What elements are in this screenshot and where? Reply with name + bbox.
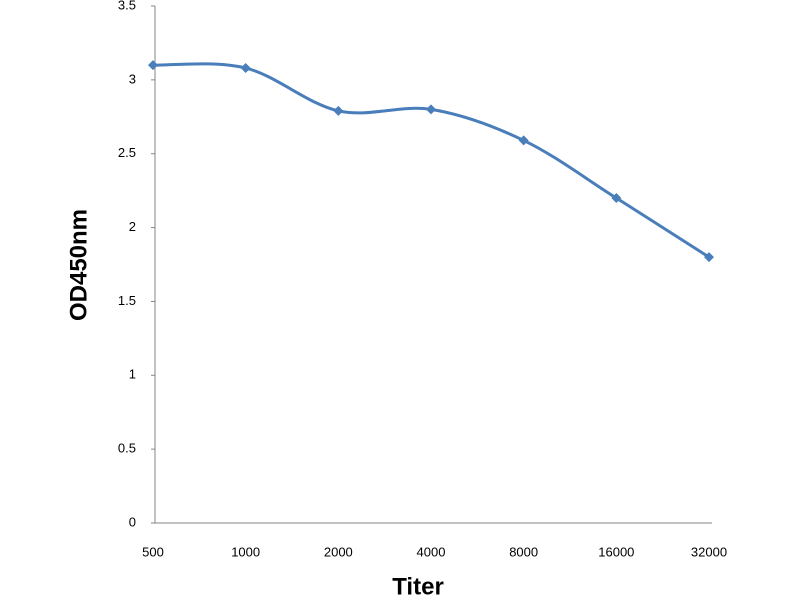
x-tick-label: 8000 (509, 544, 538, 559)
x-tick-label: 4000 (417, 544, 446, 559)
marker (148, 60, 158, 71)
marker (704, 252, 714, 263)
y-tick-label: 1 (129, 367, 136, 382)
marker (518, 135, 529, 146)
x-tick-label: 1000 (231, 544, 260, 559)
marker (333, 105, 344, 116)
x-tick-label: 500 (142, 544, 164, 559)
y-tick-label: 2 (129, 219, 136, 234)
y-tick-label: 1.5 (118, 293, 136, 308)
x-axis-title: Titer (392, 573, 444, 600)
y-tick-label: 0.5 (118, 441, 136, 456)
y-tick-label: 0 (129, 514, 136, 529)
marker (426, 104, 436, 115)
x-tick-label: 2000 (324, 544, 353, 559)
x-tick-label: 32000 (691, 544, 727, 559)
y-tick-label: 3 (129, 71, 136, 86)
x-tick-label: 16000 (598, 544, 634, 559)
marker (611, 193, 622, 204)
line (152, 62, 710, 259)
y-axis-title: OD450nm (65, 209, 92, 321)
y-tick-label: 2.5 (118, 145, 136, 160)
marker (240, 63, 251, 74)
y-tick-label: 3.5 (118, 0, 136, 12)
